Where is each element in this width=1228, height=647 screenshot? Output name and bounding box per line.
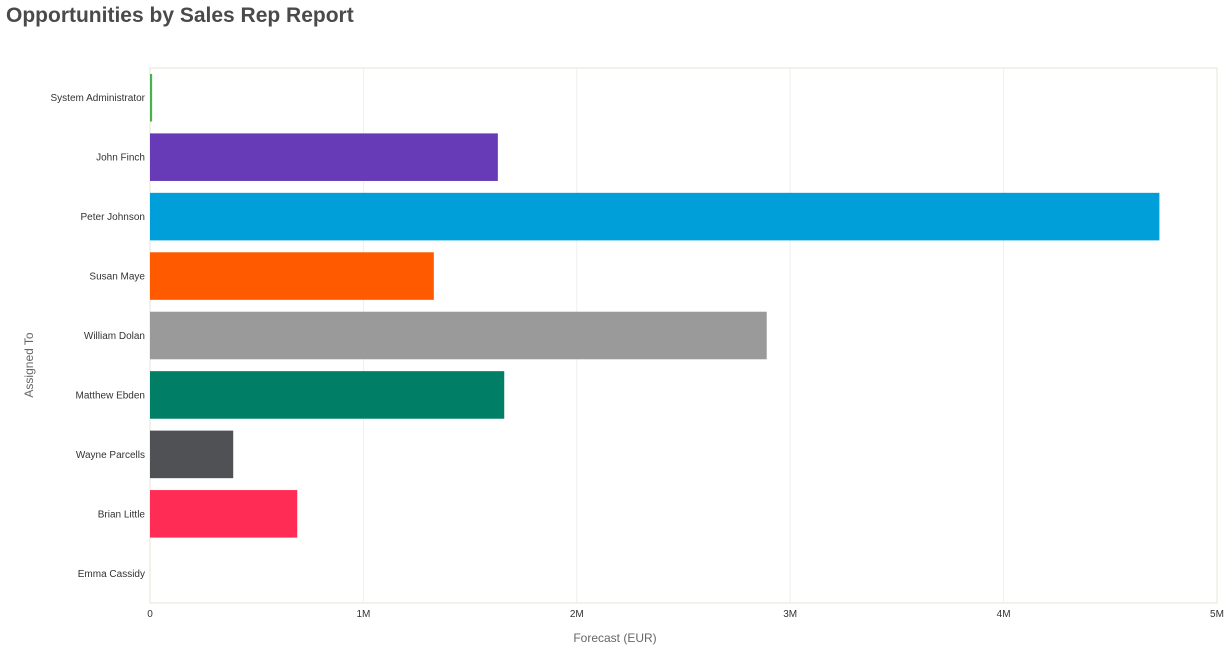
- category-label: Brian Little: [98, 509, 146, 520]
- bar-peter-johnson[interactable]: [150, 192, 1160, 241]
- category-label: Peter Johnson: [81, 212, 146, 223]
- bar-susan-maye[interactable]: [150, 252, 434, 300]
- x-axis-title: Forecast (EUR): [573, 631, 656, 645]
- x-tick-label: 4M: [997, 609, 1011, 620]
- x-tick-label: 1M: [356, 609, 370, 620]
- category-label: Wayne Parcells: [76, 450, 145, 461]
- bar-brian-little[interactable]: [150, 490, 298, 538]
- x-tick-label: 0: [147, 609, 153, 620]
- category-label: System Administrator: [51, 93, 146, 104]
- y-axis-title: Assigned To: [22, 332, 36, 397]
- x-tick-label: 3M: [783, 609, 797, 620]
- category-label: Emma Cassidy: [78, 569, 145, 580]
- page-title: Opportunities by Sales Rep Report: [6, 4, 354, 27]
- category-label: Matthew Ebden: [76, 390, 146, 401]
- bar-wayne-parcells[interactable]: [150, 430, 234, 479]
- bar-matthew-ebden[interactable]: [150, 371, 505, 419]
- category-label: John Finch: [96, 153, 145, 164]
- x-tick-label: 5M: [1210, 609, 1224, 620]
- category-labels: System Administrator John Finch Peter John…: [51, 93, 146, 580]
- x-tick-label: 2M: [570, 609, 584, 620]
- x-tick-labels: 0 1M 2M 3M 4M 5M: [147, 609, 1224, 620]
- bar-william-dolan[interactable]: [150, 311, 767, 360]
- bars: [150, 73, 1160, 538]
- bar-john-finch[interactable]: [150, 133, 498, 181]
- category-label: Susan Maye: [89, 272, 145, 283]
- category-label: William Dolan: [84, 331, 145, 342]
- bar-system-administrator[interactable]: [150, 73, 153, 122]
